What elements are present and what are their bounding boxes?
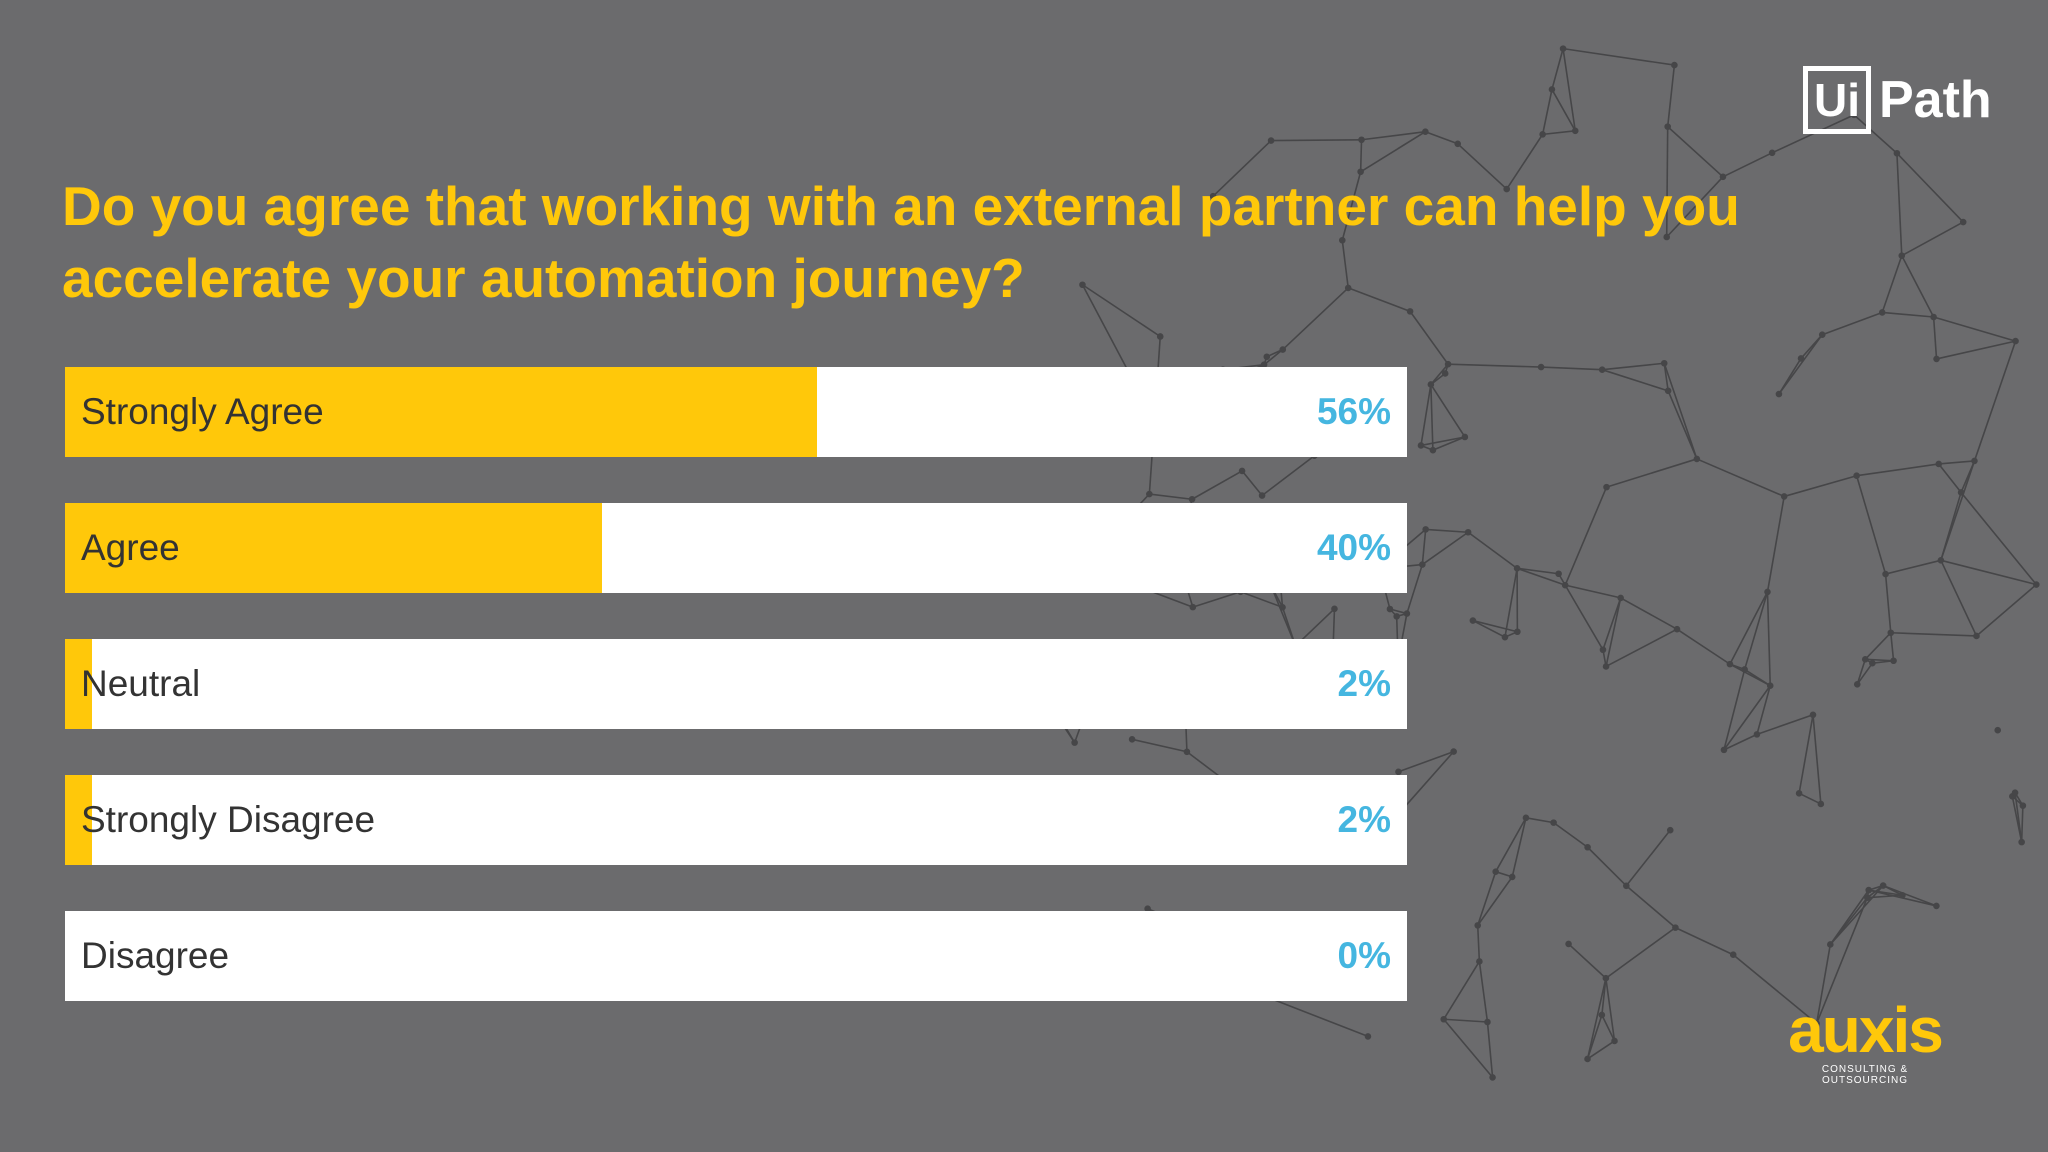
bar-label: Agree (81, 527, 180, 568)
uipath-logo: Ui Path (1803, 66, 1992, 134)
bar-value: 0% (1337, 935, 1391, 976)
poll-results-chart: Strongly Agree 56% Agree 40% Neutral 2% Strong… (65, 367, 1407, 1047)
bar-row: Disagree 0% (65, 911, 1407, 1001)
question-title: Do you agree that working with an extern… (62, 175, 1740, 309)
auxis-logo: auxis CONSULTING & OUTSOURCING (1780, 994, 1950, 1086)
auxis-logo-word: auxis (1788, 994, 1944, 1066)
uipath-logo-text: Path (1879, 71, 1992, 129)
bar-row: Agree 40% (65, 503, 1407, 593)
bar-row: Strongly Disagree 2% (65, 775, 1407, 865)
uipath-logo-box: Ui (1803, 66, 1871, 134)
bar-label: Strongly Agree (81, 391, 324, 432)
bar-fill (65, 639, 92, 729)
auxis-logo-tagline: CONSULTING & OUTSOURCING (1821, 1064, 1909, 1086)
bar-fill (65, 775, 92, 865)
bar-label: Disagree (81, 935, 230, 976)
bar-label: Strongly Disagree (81, 799, 376, 840)
bar-fill (65, 367, 817, 457)
bar-value: 2% (1337, 799, 1391, 840)
bar-value: 56% (1316, 391, 1391, 432)
bar-row: Neutral 2% (65, 639, 1407, 729)
bar-label: Neutral (81, 663, 201, 704)
bar-fill (65, 503, 602, 593)
bar-value: 40% (1316, 527, 1391, 568)
bar-value: 2% (1337, 663, 1391, 704)
bar-row: Strongly Agree 56% (65, 367, 1407, 457)
